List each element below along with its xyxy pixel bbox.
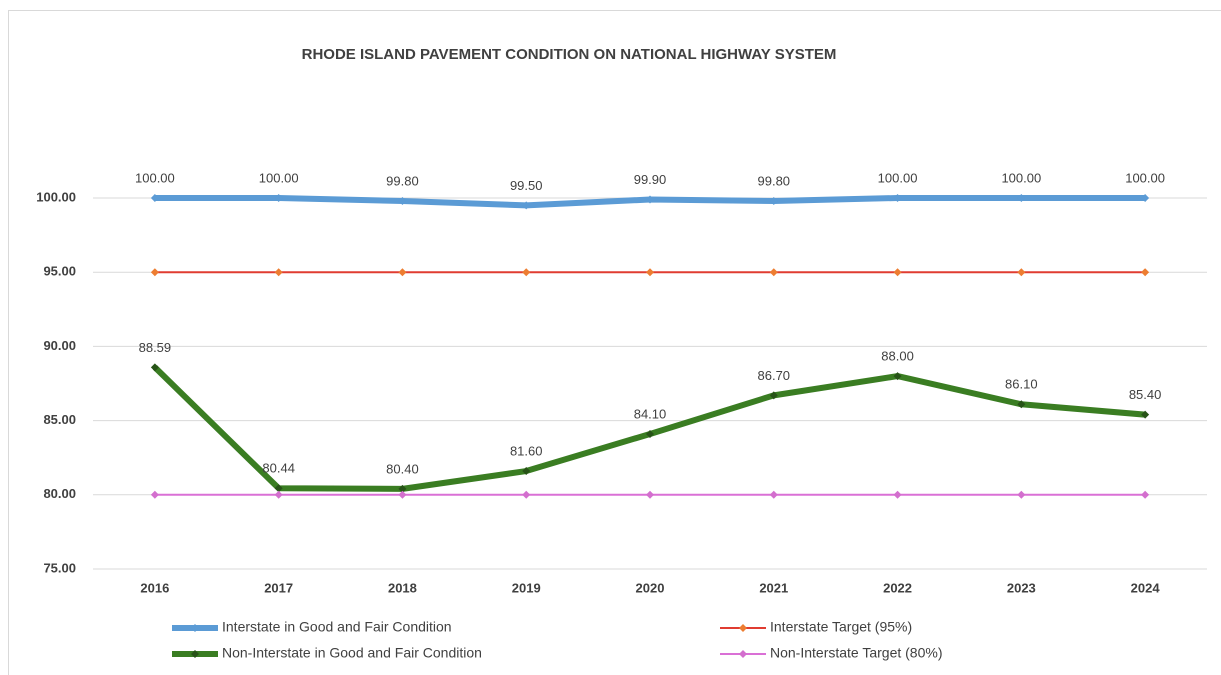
- point-marker: [769, 196, 778, 205]
- y-tick-label: 85.00: [43, 412, 76, 427]
- point-marker: [893, 268, 902, 277]
- point-marker: [274, 194, 283, 202]
- data-label: 80.44: [262, 461, 295, 476]
- y-tick-label: 75.00: [43, 560, 76, 575]
- point-marker: [150, 194, 159, 202]
- data-label: 86.10: [1005, 377, 1038, 392]
- chart-title: RHODE ISLAND PAVEMENT CONDITION ON NATIO…: [302, 46, 837, 63]
- point-marker: [769, 268, 778, 277]
- point-marker: [150, 268, 159, 277]
- data-label: 84.10: [634, 406, 667, 421]
- point-marker: [893, 490, 902, 499]
- point-marker: [274, 268, 283, 277]
- x-tick-label: 2023: [1007, 580, 1036, 595]
- point-marker: [646, 490, 654, 499]
- y-tick-label: 80.00: [43, 486, 76, 501]
- legend-marker: [191, 650, 199, 658]
- x-tick-label: 2020: [636, 580, 665, 595]
- y-tick-label: 95.00: [43, 264, 76, 279]
- legend-marker: [191, 624, 199, 632]
- point-marker: [274, 490, 283, 499]
- data-label: 99.50: [510, 178, 543, 193]
- point-marker: [769, 391, 778, 400]
- legend-label: Interstate in Good and Fair Condition: [222, 619, 452, 635]
- point-marker: [646, 195, 654, 204]
- point-marker: [150, 490, 159, 499]
- point-marker: [893, 372, 902, 381]
- chart-frame: [8, 10, 1221, 675]
- point-marker: [1017, 490, 1026, 499]
- point-marker: [398, 490, 407, 499]
- x-tick-label: 2016: [140, 580, 169, 595]
- data-label: 100.00: [1125, 170, 1165, 185]
- x-tick-label: 2022: [883, 580, 912, 595]
- point-marker: [522, 201, 531, 210]
- x-tick-label: 2024: [1131, 580, 1161, 595]
- data-label: 80.40: [386, 461, 419, 476]
- data-label: 88.59: [139, 340, 172, 355]
- point-marker: [1141, 410, 1150, 419]
- legend-label: Non-Interstate in Good and Fair Conditio…: [222, 645, 482, 661]
- data-label: 99.80: [386, 173, 419, 188]
- data-label: 99.80: [758, 173, 791, 188]
- data-label: 100.00: [1001, 170, 1041, 185]
- point-marker: [1141, 194, 1150, 202]
- legend-label: Interstate Target (95%): [770, 619, 912, 635]
- legend-marker: [739, 650, 747, 658]
- x-tick-label: 2017: [264, 580, 293, 595]
- point-marker: [398, 484, 407, 493]
- y-tick-label: 90.00: [43, 338, 76, 353]
- point-marker: [522, 467, 531, 476]
- x-tick-label: 2018: [388, 580, 417, 595]
- point-marker: [274, 484, 283, 493]
- data-label: 86.70: [758, 368, 791, 383]
- point-marker: [769, 490, 778, 499]
- point-marker: [522, 490, 531, 499]
- data-label: 100.00: [135, 170, 175, 185]
- point-marker: [522, 268, 531, 277]
- data-label: 99.90: [634, 172, 667, 187]
- y-tick-label: 100.00: [36, 189, 76, 204]
- point-marker: [1141, 490, 1150, 499]
- point-marker: [150, 363, 159, 372]
- data-label: 81.60: [510, 443, 543, 458]
- legend-label: Non-Interstate Target (80%): [770, 645, 943, 661]
- point-marker: [398, 268, 407, 277]
- point-marker: [398, 196, 407, 205]
- point-marker: [1017, 400, 1026, 409]
- x-tick-label: 2021: [759, 580, 788, 595]
- legend-marker: [739, 624, 747, 632]
- point-marker: [893, 194, 902, 202]
- data-label: 100.00: [259, 170, 299, 185]
- data-label: 100.00: [878, 170, 918, 185]
- point-marker: [1141, 268, 1150, 277]
- point-marker: [646, 429, 654, 438]
- x-tick-label: 2019: [512, 580, 541, 595]
- point-marker: [1017, 194, 1026, 202]
- point-marker: [646, 268, 654, 277]
- data-label: 85.40: [1129, 387, 1162, 402]
- point-marker: [1017, 268, 1026, 277]
- data-label: 88.00: [881, 349, 914, 364]
